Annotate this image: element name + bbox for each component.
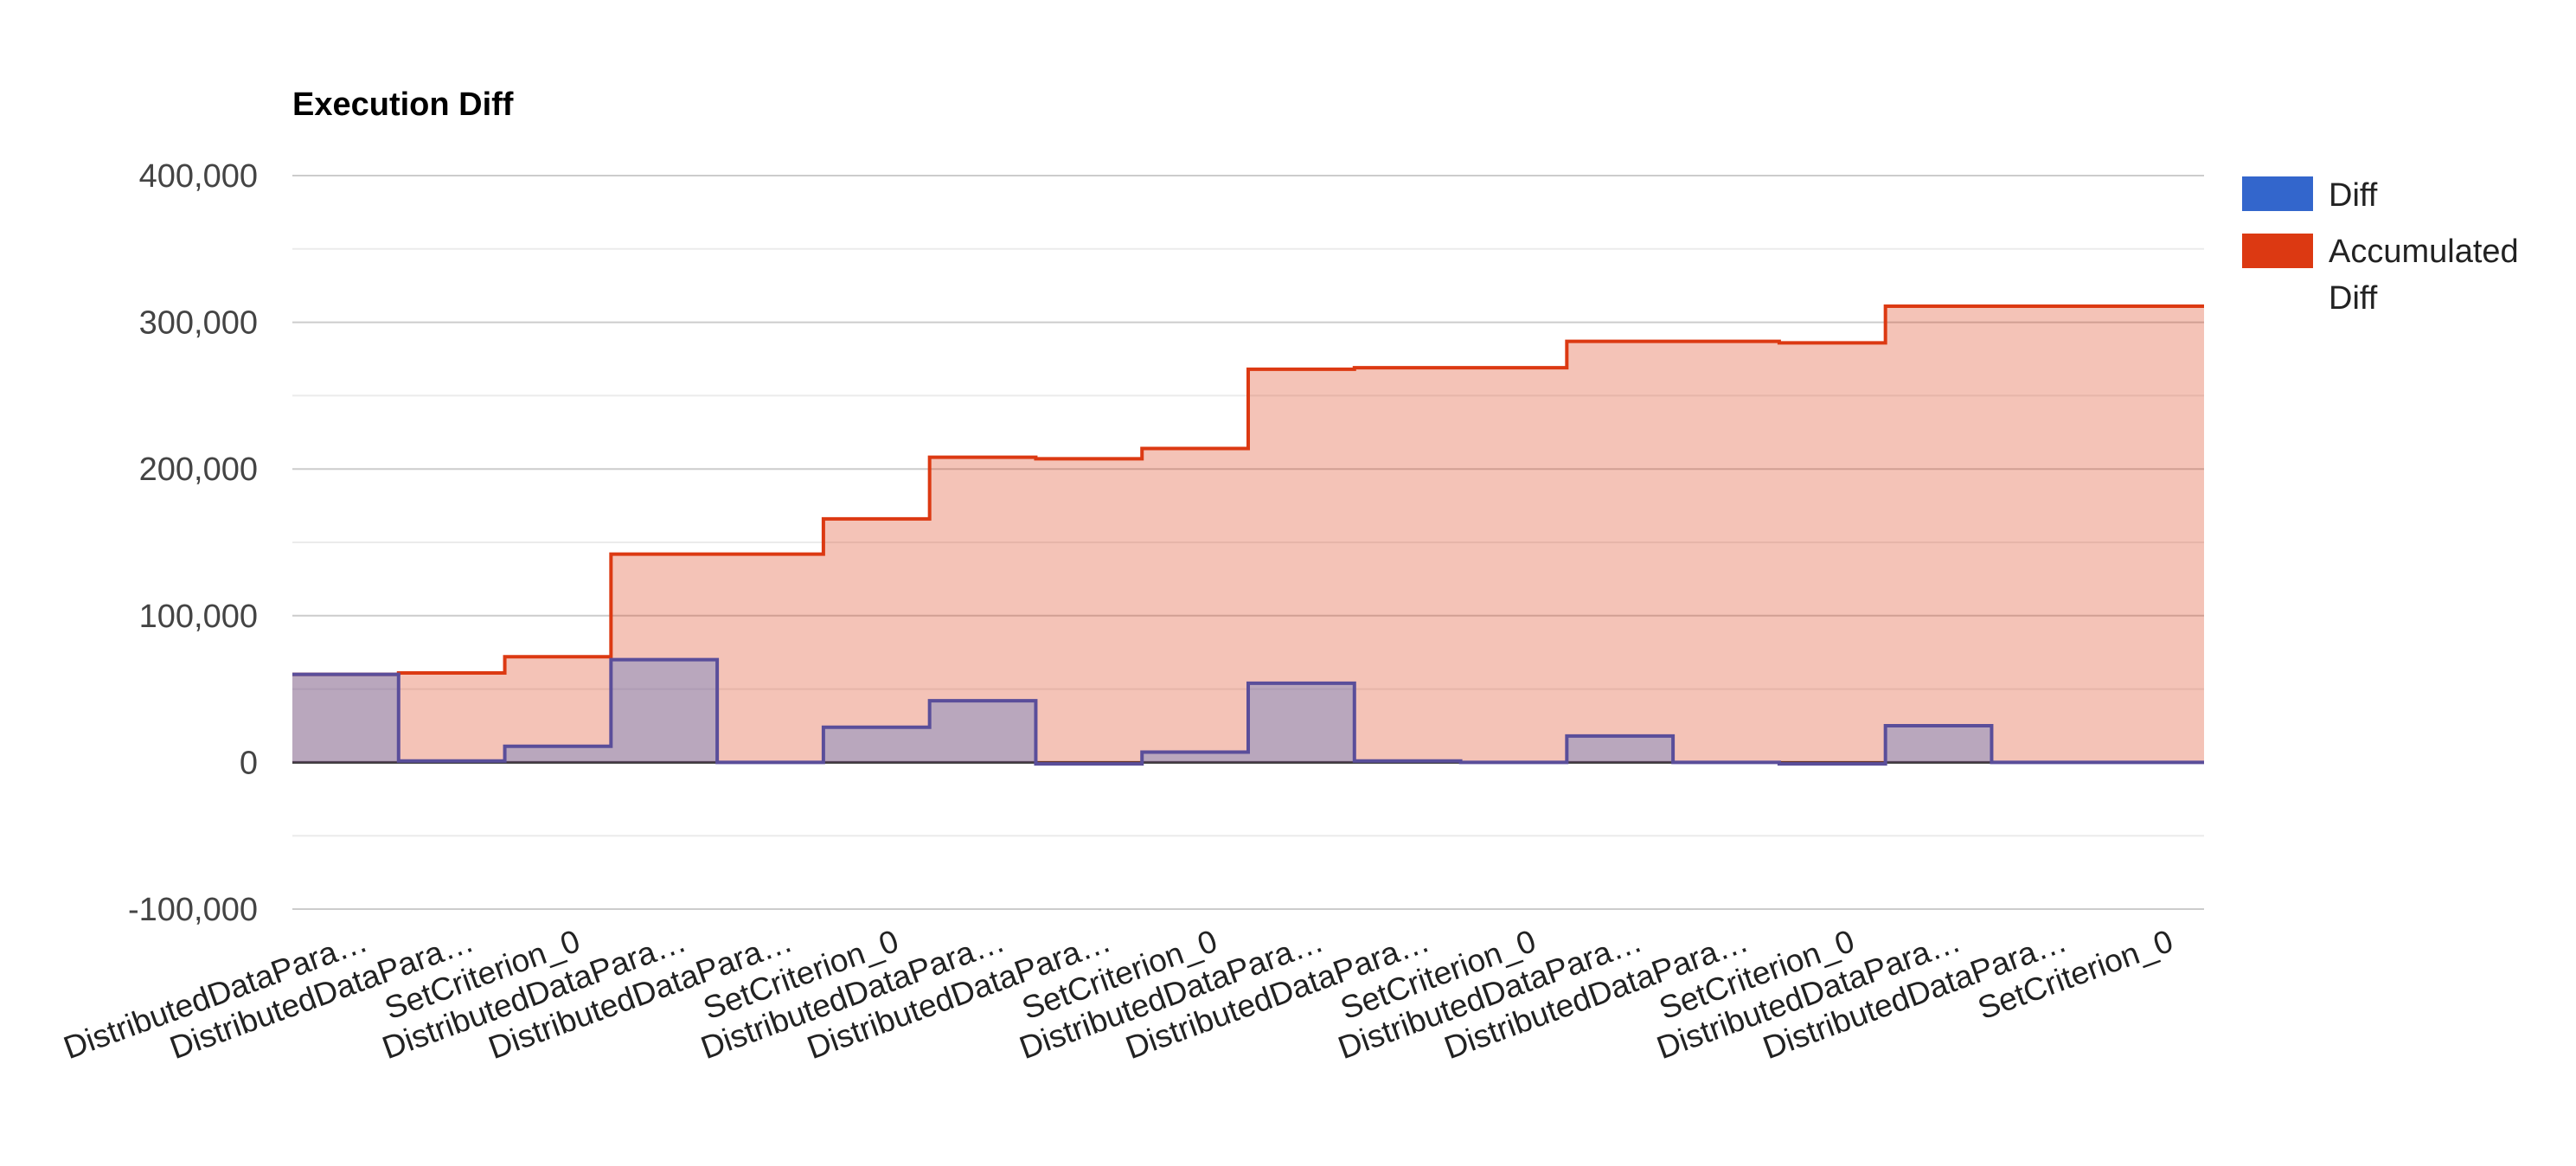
legend-swatch-diff[interactable]: [2242, 176, 2313, 211]
series-lines: [292, 304, 2204, 766]
y-tick-label: -100,000: [128, 892, 258, 928]
legend: Diff Accumulated Diff: [2242, 176, 2528, 317]
line-accumulated-diff: [292, 304, 2204, 676]
y-tick-label: 0: [240, 745, 258, 781]
chart-title: Execution Diff: [292, 86, 514, 123]
y-axis-ticks: 400,000 300,000 200,000 100,000 0 -100,000: [128, 158, 258, 928]
y-tick-label: 200,000: [139, 452, 258, 488]
legend-label-accumulated-diff[interactable]: Accumulated Diff: [2329, 234, 2528, 317]
legend-label-diff[interactable]: Diff: [2329, 177, 2378, 214]
legend-swatch-accumulated-diff[interactable]: [2242, 234, 2313, 268]
x-axis-ticks: DistributedDataPara…DistributedDataPara……: [59, 923, 2177, 1066]
y-tick-label: 400,000: [139, 158, 258, 195]
area-accumulated-diff: [292, 305, 2204, 763]
line-diff: [292, 657, 2204, 766]
y-tick-label: 300,000: [139, 305, 258, 342]
y-tick-label: 100,000: [139, 599, 258, 635]
